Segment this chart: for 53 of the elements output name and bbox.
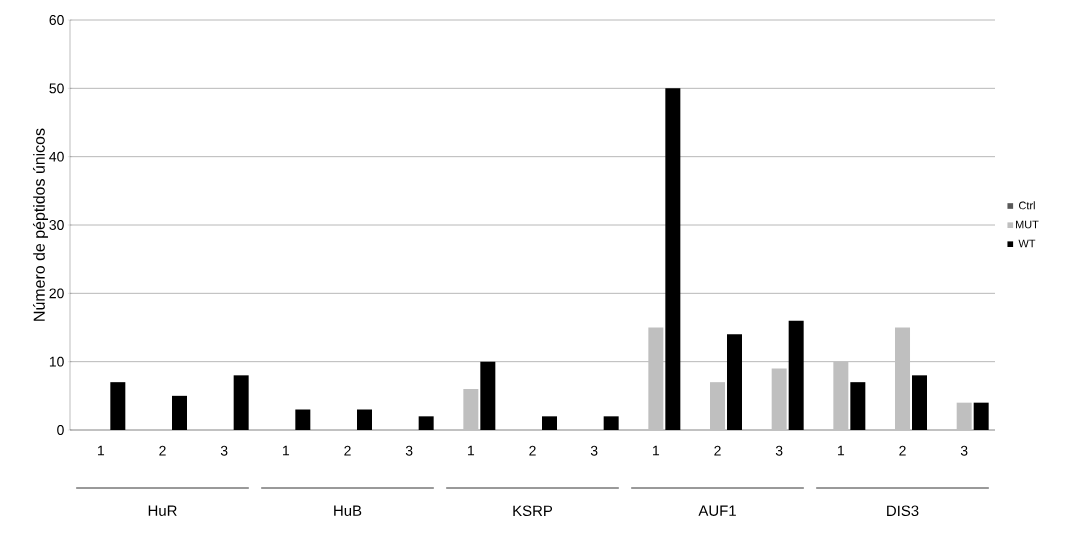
legend-label: WT	[1018, 239, 1036, 248]
bar	[973, 402, 989, 430]
text: HuB	[334, 505, 362, 516]
bar	[710, 382, 726, 430]
x-tick-label: 3	[590, 445, 598, 456]
y-axis-title: Número de péptidos únicos	[32, 128, 48, 321]
y-tick-label: 40	[49, 151, 64, 162]
bar	[110, 382, 126, 430]
x-tick-label: 1	[653, 445, 660, 456]
x-tick-label: 1	[283, 445, 290, 456]
x-tick-label: 2	[344, 445, 351, 456]
y-tick-label: 60	[49, 15, 64, 25]
y-tick-label: 10	[49, 356, 64, 367]
y-tick-label: 20	[49, 288, 64, 299]
legend-label: MUT	[1016, 220, 1039, 229]
bar	[463, 389, 479, 430]
x-tick-label: 2	[159, 445, 166, 456]
bar	[956, 402, 972, 430]
bar	[295, 409, 311, 430]
x-tick-label: 2	[899, 445, 906, 456]
x-tick-label: 3	[960, 445, 968, 456]
bar	[665, 88, 681, 430]
text: DIS3	[887, 505, 919, 517]
legend-label: Ctrl	[1019, 201, 1035, 210]
x-tick-label: 3	[775, 445, 783, 456]
bar	[895, 327, 911, 430]
y-tick-label: 50	[49, 83, 64, 94]
bar	[480, 361, 496, 430]
bar	[788, 320, 804, 430]
bar	[233, 375, 249, 430]
bar	[418, 416, 434, 430]
text: HuR	[148, 505, 177, 516]
bar	[850, 382, 866, 430]
text: AUF1	[698, 505, 736, 516]
bar	[357, 409, 372, 430]
bar	[833, 361, 849, 430]
bar	[542, 416, 557, 430]
x-tick-label: 2	[529, 445, 536, 456]
x-tick-label: 2	[714, 445, 721, 456]
x-tick-label: 3	[220, 445, 228, 456]
x-tick-label: 1	[468, 445, 475, 456]
text: KSRP	[513, 505, 553, 517]
bar	[603, 416, 619, 430]
x-tick-label: 1	[98, 445, 105, 456]
x-tick-label: 3	[405, 445, 413, 456]
y-tick-label: 30	[49, 220, 64, 230]
bar	[727, 334, 742, 430]
y-tick-label: 0	[57, 425, 64, 435]
x-tick-label: 1	[838, 445, 845, 456]
bar	[912, 375, 927, 430]
bar	[771, 368, 787, 430]
bar	[648, 327, 664, 430]
bar	[172, 395, 187, 430]
